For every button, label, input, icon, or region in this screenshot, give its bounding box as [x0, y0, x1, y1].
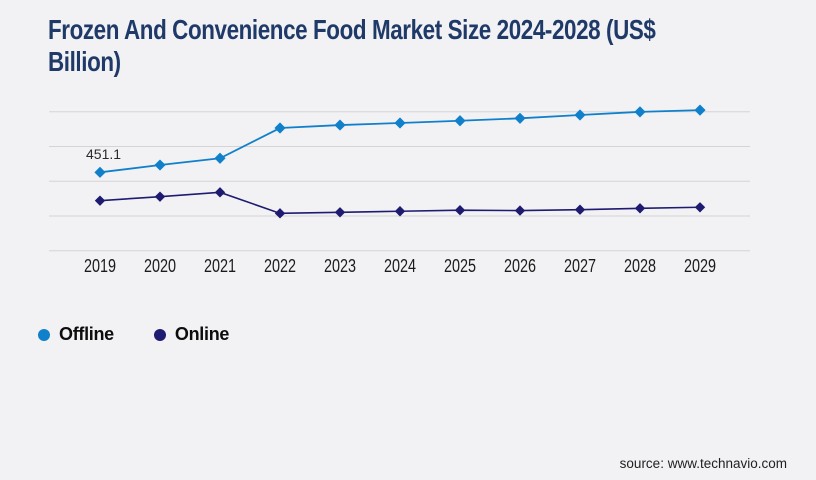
- source-credit: source: www.technavio.com: [619, 456, 787, 471]
- series-lines: [94, 104, 706, 219]
- data-point-marker: [214, 152, 226, 164]
- data-point-marker: [154, 191, 166, 202]
- legend: Offline Online: [38, 324, 229, 345]
- data-point-marker: [574, 109, 586, 121]
- chart-title-line2: Billion): [48, 46, 121, 77]
- data-point-marker: [394, 206, 406, 217]
- data-point-marker: [694, 202, 706, 213]
- legend-label: Online: [174, 324, 230, 344]
- x-axis-label: 2019: [83, 256, 117, 276]
- x-axis: 2019 2020 2021 2022 2023 2024 2025 2026 2027 2028…: [0, 256, 816, 276]
- data-point-marker: [514, 112, 526, 124]
- x-axis-label: 2024: [383, 256, 417, 276]
- data-point-marker: [94, 166, 106, 178]
- x-axis-label: 2020: [143, 256, 177, 276]
- x-axis-label: 2027: [563, 256, 597, 276]
- gridlines: [49, 111, 750, 252]
- data-point-marker: [634, 203, 646, 214]
- x-axis-label: 2028: [623, 256, 657, 276]
- data-point-marker: [274, 208, 286, 219]
- x-axis-label: 2021: [203, 256, 237, 276]
- data-point-marker: [334, 207, 346, 218]
- data-point-marker: [454, 205, 466, 216]
- legend-label: Offline: [59, 324, 114, 344]
- data-point-marker: [514, 205, 526, 216]
- line-chart: [49, 104, 750, 252]
- data-point-marker: [214, 187, 226, 198]
- data-point-marker: [454, 115, 466, 127]
- data-point-marker: [94, 195, 106, 206]
- data-point-marker: [574, 204, 586, 215]
- chart-title-line1: Frozen And Convenience Food Market Size …: [48, 14, 656, 45]
- data-point-label: 451.1: [86, 146, 122, 162]
- data-point-marker: [634, 106, 646, 118]
- legend-item-online[interactable]: Online: [153, 324, 230, 345]
- x-axis-label: 2026: [503, 256, 537, 276]
- x-axis-label: 2022: [263, 256, 297, 276]
- data-point-marker: [154, 159, 166, 171]
- x-axis-label: 2023: [323, 256, 357, 276]
- legend-marker-icon: [38, 328, 50, 341]
- data-point-marker: [394, 117, 406, 129]
- legend-marker-icon: [153, 328, 166, 341]
- data-point-marker: [334, 119, 346, 131]
- data-point-marker: [694, 104, 706, 116]
- x-axis-label: 2025: [443, 256, 477, 276]
- chart-title: Frozen And Convenience Food Market Size …: [48, 14, 816, 78]
- data-point-marker: [274, 122, 286, 134]
- legend-item-offline[interactable]: Offline: [38, 324, 114, 345]
- x-axis-label: 2029: [683, 256, 717, 276]
